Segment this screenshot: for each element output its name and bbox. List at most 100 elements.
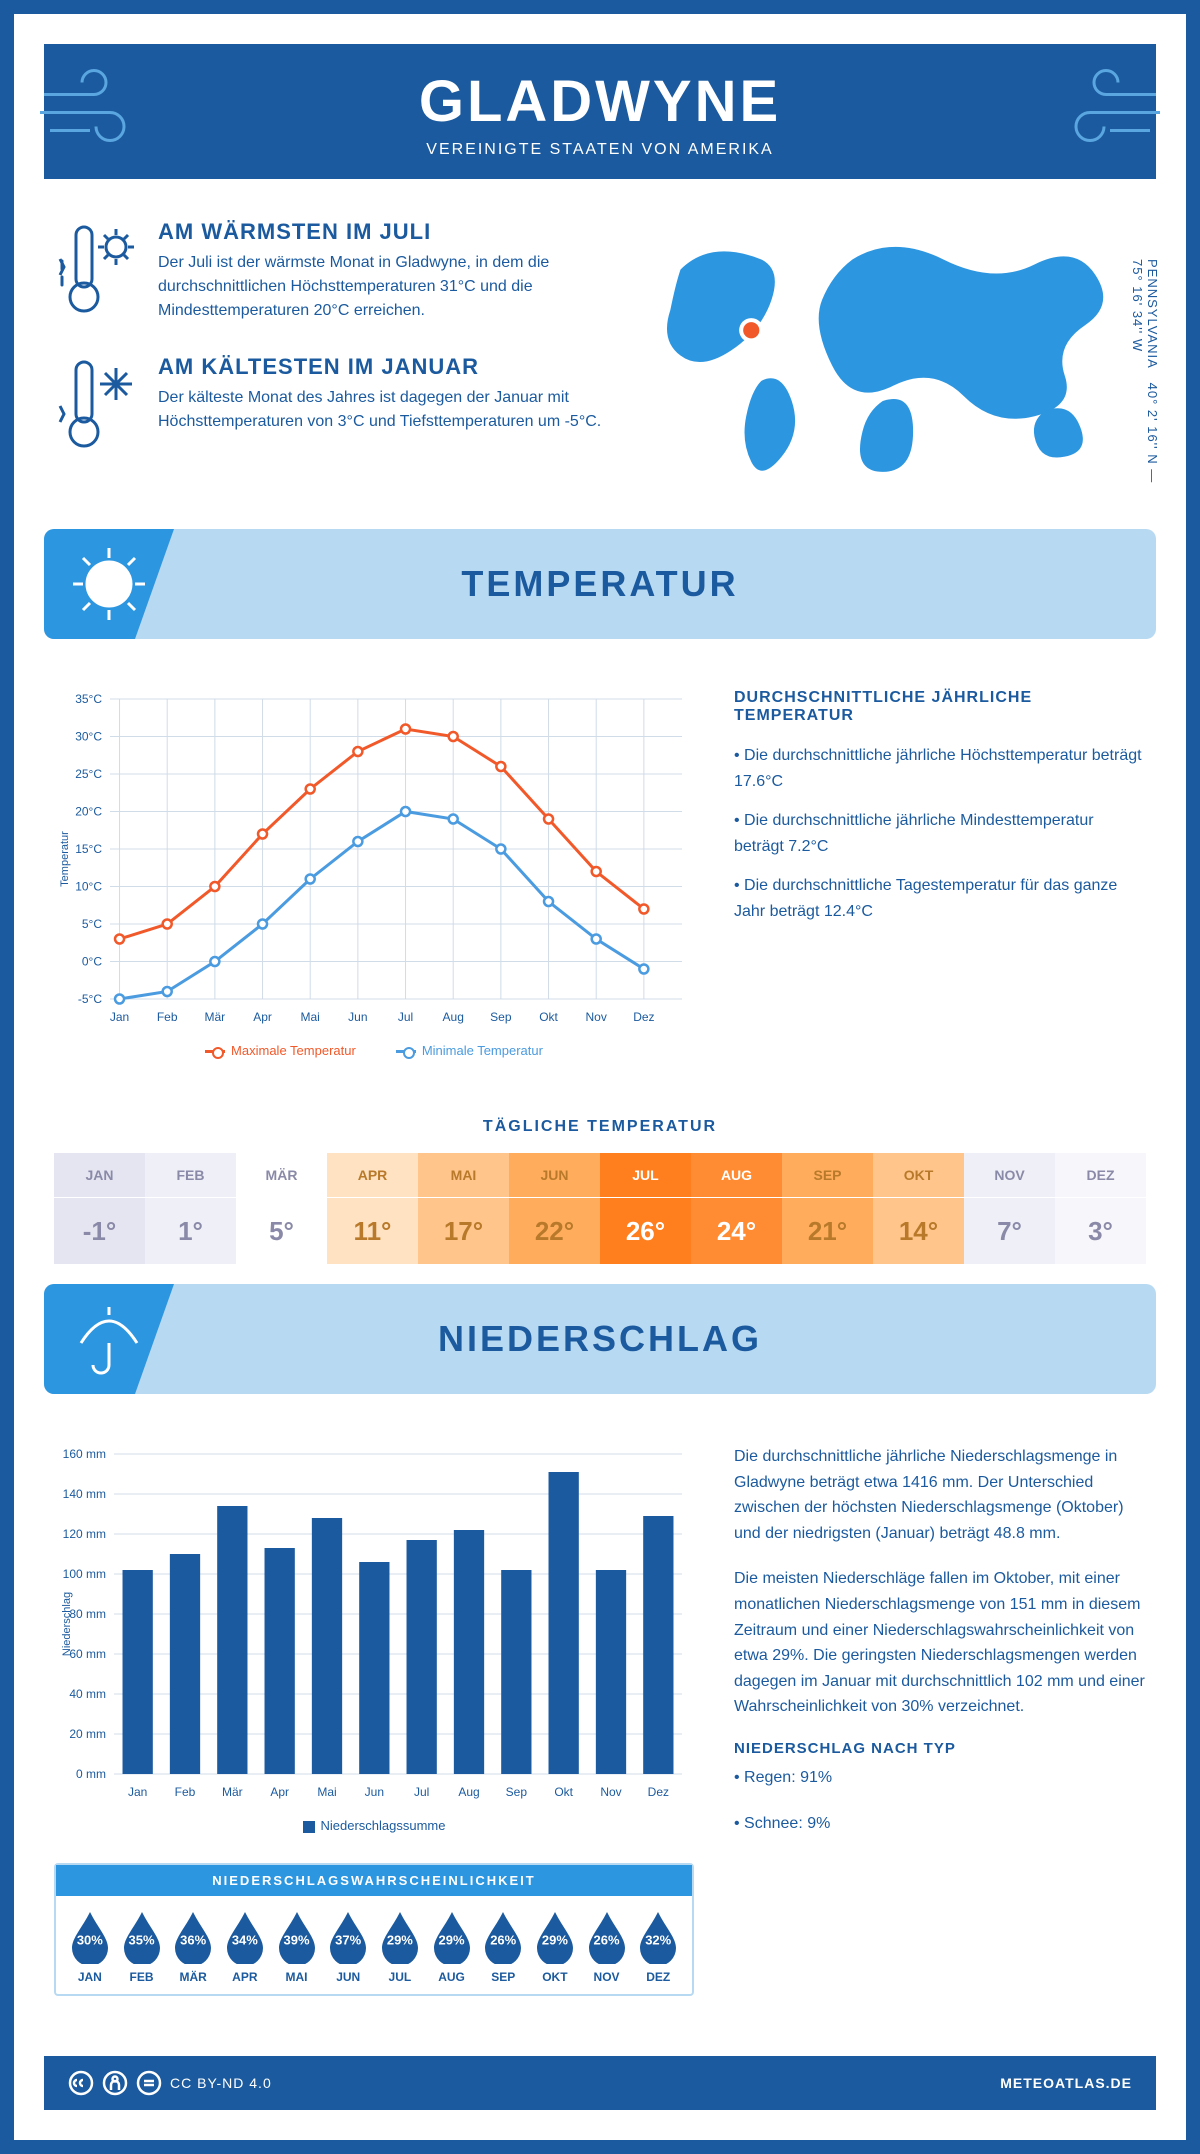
svg-text:100 mm: 100 mm — [63, 1567, 106, 1581]
prob-cell: 34%APR — [219, 1910, 271, 1984]
svg-text:Mai: Mai — [301, 1010, 320, 1024]
legend-label: Minimale Temperatur — [422, 1043, 543, 1058]
daily-temp-cell: AUG24° — [691, 1154, 782, 1264]
cc-icon — [68, 2070, 94, 2096]
chart-legend: Niederschlagssumme — [54, 1818, 694, 1833]
section-title: TEMPERATUR — [461, 563, 738, 605]
fact-text: Der Juli ist der wärmste Monat in Gladwy… — [158, 251, 610, 323]
daily-temp-cell: MAI17° — [418, 1154, 509, 1264]
daily-temp-cell: SEP21° — [782, 1154, 873, 1264]
svg-text:140 mm: 140 mm — [63, 1487, 106, 1501]
daily-temp-cell: OKT14° — [873, 1154, 964, 1264]
svg-text:Jun: Jun — [348, 1010, 367, 1024]
svg-text:25°C: 25°C — [75, 767, 102, 781]
svg-text:10°C: 10°C — [75, 880, 102, 894]
svg-text:30°C: 30°C — [75, 730, 102, 744]
daily-temp-cell: JAN-1° — [54, 1154, 145, 1264]
svg-text:15°C: 15°C — [75, 842, 102, 856]
site-name: METEOATLAS.DE — [1000, 2075, 1132, 2091]
svg-text:Mai: Mai — [317, 1785, 336, 1799]
world-map — [640, 219, 1146, 482]
daily-temp-cell: APR11° — [327, 1154, 418, 1264]
wind-icon — [34, 64, 154, 159]
license-label: CC BY-ND 4.0 — [170, 2075, 272, 2091]
svg-text:Mär: Mär — [222, 1785, 243, 1799]
hero-banner: GLADWYNE VEREINIGTE STAATEN VON AMERIKA — [44, 44, 1156, 179]
temp-bullet: • Die durchschnittliche jährliche Höchst… — [734, 743, 1146, 794]
location-subtitle: VEREINIGTE STAATEN VON AMERIKA — [44, 141, 1156, 159]
svg-text:0°C: 0°C — [82, 955, 102, 969]
prob-cell: 32%DEZ — [632, 1910, 684, 1984]
svg-text:Jun: Jun — [365, 1785, 384, 1799]
section-header-temperature: TEMPERATUR — [44, 529, 1156, 639]
coordinates: PENNSYLVANIA 40° 2' 16'' N — 75° 16' 34'… — [1130, 259, 1160, 489]
prob-cell: 29%AUG — [426, 1910, 478, 1984]
svg-text:Sep: Sep — [506, 1785, 528, 1799]
prob-cell: 29%JUL — [374, 1910, 426, 1984]
svg-text:Aug: Aug — [443, 1010, 464, 1024]
svg-text:Okt: Okt — [554, 1785, 573, 1799]
location-title: GLADWYNE — [44, 68, 1156, 135]
prob-cell: 26%SEP — [477, 1910, 529, 1984]
legend-label: Maximale Temperatur — [231, 1043, 356, 1058]
fact-warmest: AM WÄRMSTEN IM JULI Der Juli ist der wär… — [54, 219, 610, 324]
fact-title: AM WÄRMSTEN IM JULI — [158, 219, 610, 245]
precip-probability-box: NIEDERSCHLAGSWAHRSCHEINLICHKEIT 30%JAN35… — [54, 1863, 694, 1996]
temp-summary-heading: DURCHSCHNITTLICHE JÄHRLICHE TEMPERATUR — [734, 689, 1146, 725]
svg-text:-5°C: -5°C — [78, 992, 102, 1006]
svg-text:Aug: Aug — [458, 1785, 479, 1799]
thermometer-snow-icon — [54, 354, 140, 459]
svg-text:Dez: Dez — [633, 1010, 654, 1024]
by-icon — [102, 2070, 128, 2096]
thermometer-sun-icon — [54, 219, 140, 324]
precipitation-bar-chart: 0 mm20 mm40 mm60 mm80 mm100 mm120 mm140 … — [54, 1444, 694, 1804]
region-name: PENNSYLVANIA — [1145, 259, 1160, 369]
prob-cell: 29%OKT — [529, 1910, 581, 1984]
svg-text:Jul: Jul — [414, 1785, 429, 1799]
daily-temp-cell: JUL26° — [600, 1154, 691, 1264]
legend-label: Niederschlagssumme — [321, 1818, 446, 1833]
prob-cell: 35%FEB — [116, 1910, 168, 1984]
prob-cell: 36%MÄR — [167, 1910, 219, 1984]
svg-text:Feb: Feb — [157, 1010, 178, 1024]
svg-text:Jul: Jul — [398, 1010, 413, 1024]
svg-text:Dez: Dez — [648, 1785, 669, 1799]
nd-icon — [136, 2070, 162, 2096]
umbrella-icon — [44, 1284, 174, 1394]
svg-text:Okt: Okt — [539, 1010, 558, 1024]
svg-text:160 mm: 160 mm — [63, 1447, 106, 1461]
daily-temp-cell: MÄR5° — [236, 1154, 327, 1264]
temp-bullet: • Die durchschnittliche jährliche Mindes… — [734, 808, 1146, 859]
temp-bullet: • Die durchschnittliche Tagestemperatur … — [734, 873, 1146, 924]
svg-text:Niederschlag: Niederschlag — [61, 1592, 73, 1656]
precip-type-heading: NIEDERSCHLAG NACH TYP — [734, 1740, 1146, 1757]
daily-temp-title: TÄGLICHE TEMPERATUR — [14, 1118, 1186, 1136]
chart-legend: Maximale Temperatur Minimale Temperatur — [54, 1043, 694, 1058]
precip-type-item: • Regen: 91% — [734, 1765, 1146, 1791]
fact-coldest: AM KÄLTESTEN IM JANUAR Der kälteste Mona… — [54, 354, 610, 459]
svg-text:Jan: Jan — [110, 1010, 129, 1024]
svg-text:60 mm: 60 mm — [69, 1647, 106, 1661]
svg-text:35°C: 35°C — [75, 692, 102, 706]
daily-temp-cell: FEB1° — [145, 1154, 236, 1264]
svg-text:Feb: Feb — [175, 1785, 196, 1799]
svg-text:20°C: 20°C — [75, 805, 102, 819]
prob-cell: 39%MAI — [271, 1910, 323, 1984]
daily-temp-cell: NOV7° — [964, 1154, 1055, 1264]
footer-bar: CC BY-ND 4.0 METEOATLAS.DE — [44, 2056, 1156, 2110]
svg-text:20 mm: 20 mm — [69, 1727, 106, 1741]
svg-text:Jan: Jan — [128, 1785, 147, 1799]
svg-text:0 mm: 0 mm — [76, 1767, 106, 1781]
daily-temp-cell: JUN22° — [509, 1154, 600, 1264]
svg-text:Sep: Sep — [490, 1010, 512, 1024]
svg-text:Mär: Mär — [205, 1010, 226, 1024]
svg-text:Apr: Apr — [270, 1785, 289, 1799]
svg-text:5°C: 5°C — [82, 917, 102, 931]
section-header-precip: NIEDERSCHLAG — [44, 1284, 1156, 1394]
prob-cell: 26%NOV — [581, 1910, 633, 1984]
section-title: NIEDERSCHLAG — [438, 1318, 762, 1360]
svg-text:120 mm: 120 mm — [63, 1527, 106, 1541]
prob-cell: 37%JUN — [322, 1910, 374, 1984]
svg-text:40 mm: 40 mm — [69, 1687, 106, 1701]
svg-text:Temperatur: Temperatur — [59, 831, 71, 887]
